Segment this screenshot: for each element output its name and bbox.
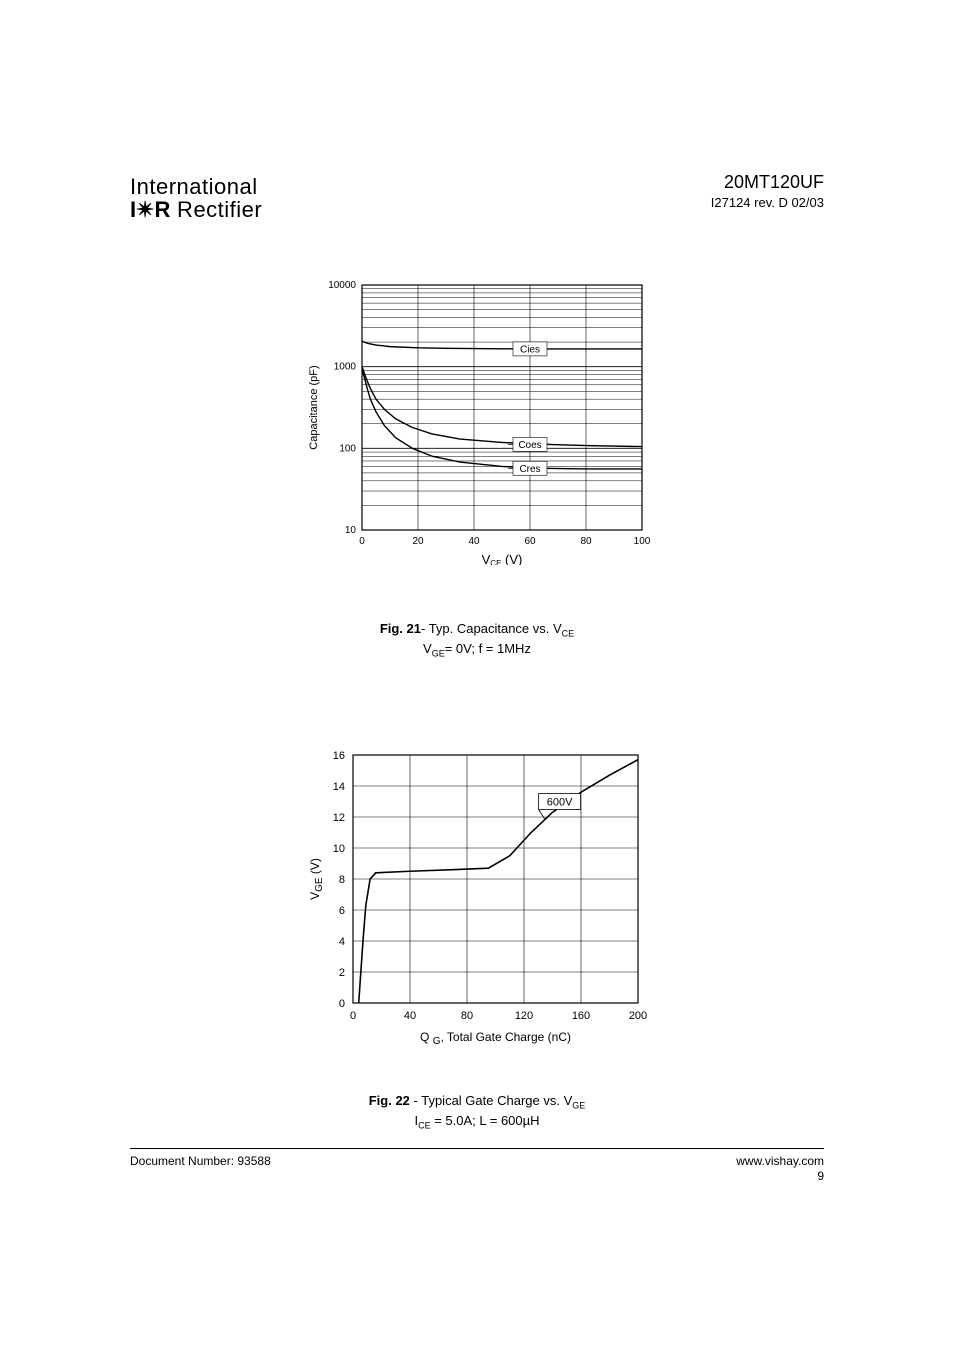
logo-line2: I✴R Rectifier: [130, 198, 262, 221]
svg-text:40: 40: [468, 536, 480, 547]
footer-right: www.vishay.com 9: [736, 1154, 824, 1184]
fig21-label: Fig. 21: [380, 621, 421, 636]
svg-text:Capacitance (pF): Capacitance (pF): [308, 365, 320, 449]
svg-text:8: 8: [339, 874, 345, 886]
fig21-cond-a: V: [423, 641, 432, 656]
fig21-title: - Typ. Capacitance vs. V: [421, 621, 562, 636]
svg-text:120: 120: [515, 1010, 533, 1022]
svg-text:20: 20: [412, 536, 424, 547]
svg-text:1000: 1000: [334, 362, 357, 373]
svg-text:80: 80: [580, 536, 592, 547]
svg-text:160: 160: [572, 1010, 590, 1022]
fig22-title: - Typical Gate Charge vs. V: [410, 1093, 572, 1108]
svg-text:100: 100: [339, 443, 356, 454]
svg-text:80: 80: [461, 1010, 473, 1022]
svg-text:Q G, Total Gate Charge (nC): Q G, Total Gate Charge (nC): [420, 1030, 571, 1045]
logo-light: Rectifier: [170, 197, 262, 222]
gate-charge-chart: 600V 0 40 80 120 160 200 0 2 4 6 8 10 12 14 16 Q G, Tota…: [297, 745, 657, 1045]
svg-text:12: 12: [333, 812, 345, 824]
svg-text:6: 6: [339, 905, 345, 917]
fig21-cond-b: = 0V; f = 1MHz: [445, 641, 531, 656]
svg-text:40: 40: [404, 1010, 416, 1022]
svg-text:4: 4: [339, 936, 345, 948]
svg-text:2: 2: [339, 967, 345, 979]
website: www.vishay.com: [736, 1154, 824, 1169]
page-number: 9: [736, 1169, 824, 1184]
fig22-label: Fig. 22: [369, 1093, 410, 1108]
svg-text:100: 100: [634, 536, 651, 547]
fig22-cond-b: = 5.0A; L = 600µH: [431, 1113, 540, 1128]
fig21-title-sub: CE: [562, 629, 575, 639]
capacitance-chart: Cies Coes Cres 0 20 40 60 80 100 10 100 1000 10000 VC…: [297, 275, 657, 565]
fig21-cond-sub: GE: [432, 648, 445, 658]
figure-22-caption: Fig. 22 - Typical Gate Charge vs. VGE IC…: [369, 1092, 586, 1131]
svg-text:VCE (V): VCE (V): [482, 552, 523, 565]
svg-text:10: 10: [345, 525, 357, 536]
fig22-cond-sub: CE: [418, 1120, 431, 1130]
svg-text:Coes: Coes: [518, 440, 541, 451]
product-number: 20MT120UF: [711, 172, 824, 193]
document-number: Document Number: 93588: [130, 1154, 271, 1168]
svg-text:14: 14: [333, 781, 345, 793]
fig22-title-sub: GE: [572, 1101, 585, 1111]
svg-text:16: 16: [333, 750, 345, 762]
revision: I27124 rev. D 02/03: [711, 195, 824, 210]
datasheet-page: International I✴R Rectifier 20MT120UF I2…: [0, 0, 954, 1351]
svg-text:0: 0: [339, 998, 345, 1010]
svg-text:10: 10: [333, 843, 345, 855]
svg-text:60: 60: [524, 536, 536, 547]
figure-21-caption: Fig. 21- Typ. Capacitance vs. VCE VGE= 0…: [380, 620, 574, 659]
svg-text:200: 200: [629, 1010, 647, 1022]
svg-text:0: 0: [359, 536, 365, 547]
logo-line1: International: [130, 175, 262, 198]
figure-22: 600V 0 40 80 120 160 200 0 2 4 6 8 10 12 14 16 Q G, Tota…: [297, 745, 657, 1050]
svg-text:10000: 10000: [328, 280, 356, 291]
company-logo: International I✴R Rectifier: [130, 175, 262, 221]
svg-text:Cres: Cres: [519, 464, 540, 475]
svg-text:VGE (V): VGE (V): [308, 858, 325, 900]
svg-text:600V: 600V: [547, 797, 573, 809]
svg-text:Cies: Cies: [520, 344, 540, 355]
logo-bold: I✴R: [130, 197, 170, 222]
header-right: 20MT120UF I27124 rev. D 02/03: [711, 172, 824, 210]
footer-rule: [130, 1148, 824, 1149]
svg-text:0: 0: [350, 1010, 356, 1022]
figure-21: Cies Coes Cres 0 20 40 60 80 100 10 100 1000 10000 VC…: [297, 275, 657, 570]
